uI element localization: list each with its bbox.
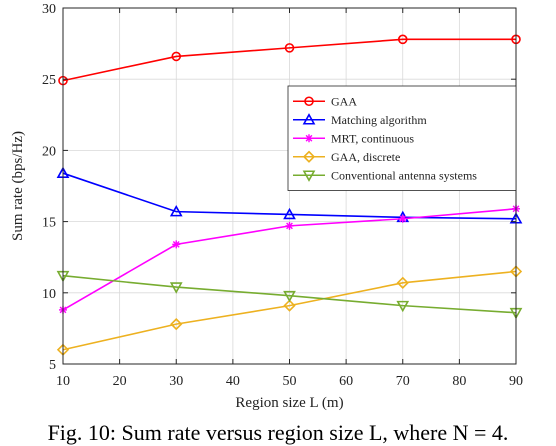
y-tick-label: 30 — [42, 2, 56, 17]
x-axis-title: Region size L (m) — [235, 395, 343, 411]
legend-label: MRT, continuous — [331, 131, 414, 145]
x-tick-label: 60 — [339, 374, 353, 389]
data-point — [283, 290, 296, 303]
data-point — [398, 214, 407, 223]
y-tick-label: 15 — [42, 216, 56, 231]
legend-label: Conventional antenna systems — [331, 168, 477, 182]
series-line-3 — [62, 270, 517, 351]
data-point — [170, 317, 183, 331]
x-tick-label: 70 — [396, 374, 410, 389]
legend-label: Matching algorithm — [331, 113, 427, 127]
x-tick-label: 40 — [226, 374, 240, 389]
data-point — [171, 51, 182, 62]
y-tick-label: 10 — [42, 287, 56, 302]
x-tick-label: 80 — [452, 374, 466, 389]
legend-label: GAA — [331, 94, 357, 108]
legend-marker — [302, 113, 316, 125]
figure-caption: Fig. 10: Sum rate versus region size L, … — [47, 420, 509, 445]
data-point — [283, 299, 296, 312]
y-tick-label: 25 — [42, 73, 56, 88]
data-point — [169, 282, 183, 294]
legend: GAA Matching algorithm MRT, continuous GAA,… — [287, 85, 517, 191]
series-layer — [56, 34, 523, 356]
data-point — [284, 43, 295, 53]
series-line-0 — [62, 38, 516, 82]
x-tick-label: 30 — [169, 374, 183, 389]
x-tick-label: 20 — [113, 374, 127, 389]
legend-marker — [302, 170, 316, 182]
legend-marker — [304, 96, 314, 107]
data-point — [283, 207, 296, 220]
x-tick-label: 50 — [283, 374, 297, 389]
series-line-1 — [62, 172, 517, 220]
legend-box — [287, 85, 517, 191]
y-tick-label: 20 — [42, 144, 56, 159]
y-axis-title: Sum rate (bps/Hz) — [10, 131, 26, 241]
y-tick-label: 5 — [49, 358, 56, 373]
data-point — [285, 221, 294, 230]
series-line-4 — [62, 274, 517, 314]
legend-marker — [302, 150, 316, 163]
data-point — [169, 204, 183, 217]
data-point — [397, 34, 408, 45]
x-tick-label: 90 — [509, 374, 523, 389]
x-tick-label: 10 — [56, 374, 70, 389]
data-point — [396, 300, 410, 313]
data-point — [172, 240, 181, 249]
data-point — [396, 276, 409, 289]
legend-marker — [305, 134, 313, 143]
legend-label: GAA, discrete — [331, 150, 400, 164]
